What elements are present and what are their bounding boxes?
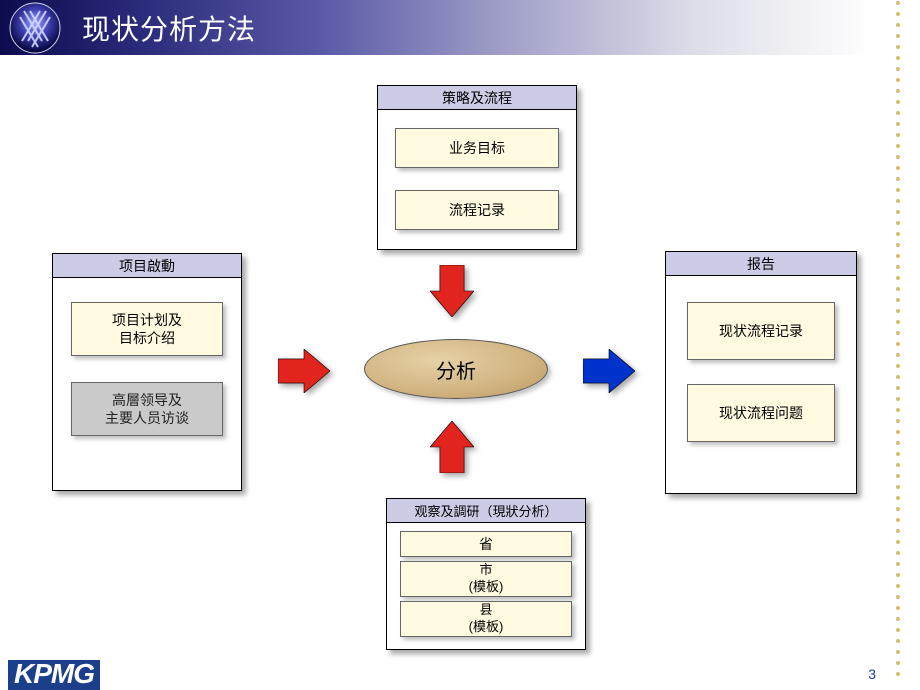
header-logo-icon [0,0,70,55]
panel-header: 观察及調研（現狀分析） [387,499,585,523]
item-county: 县 (模板) [400,601,572,637]
panel-body: 省 市 (模板) 县 (模板) [387,523,585,647]
panel-research: 观察及調研（現狀分析） 省 市 (模板) 县 (模板) [386,498,586,650]
page-number: 3 [868,666,876,682]
page-title: 现状分析方法 [82,8,256,48]
item-city: 市 (模板) [400,561,572,597]
arrow-down-red [430,265,474,317]
diagram-canvas: 项目啟動 项目计划及 目标介绍 高層领导及 主要人员访谈 策略及流程 业务目标 … [0,55,920,690]
item-province: 省 [400,531,572,557]
kpmg-logo: KPMG [8,660,100,690]
panel-header: 项目啟動 [53,254,241,278]
item-leader-interview: 高層领导及 主要人员访谈 [71,382,223,436]
panel-project-start: 项目啟動 项目计划及 目标介绍 高層领导及 主要人员访谈 [52,253,242,491]
item-project-plan: 项目计划及 目标介绍 [71,302,223,356]
panel-body: 业务目标 流程记录 [378,110,576,242]
panel-report: 报告 现状流程记录 现状流程问题 [665,251,857,494]
arrow-up-red [430,421,474,473]
item-current-process-issue: 现状流程问题 [687,384,835,442]
panel-body: 现状流程记录 现状流程问题 [666,276,856,454]
panel-body: 项目计划及 目标介绍 高層领导及 主要人员访谈 [53,278,241,448]
analysis-ellipse: 分析 [364,339,548,399]
arrow-right-red-1 [278,349,330,393]
panel-header: 报告 [666,252,856,276]
item-current-process-record: 现状流程记录 [687,302,835,360]
item-business-goal: 业务目标 [395,128,559,168]
arrow-right-blue [583,349,635,393]
item-process-record: 流程记录 [395,190,559,230]
dotted-guideline [894,0,902,678]
panel-strategy-process: 策略及流程 业务目标 流程记录 [377,85,577,250]
header: 现状分析方法 [0,0,920,55]
panel-header: 策略及流程 [378,86,576,110]
